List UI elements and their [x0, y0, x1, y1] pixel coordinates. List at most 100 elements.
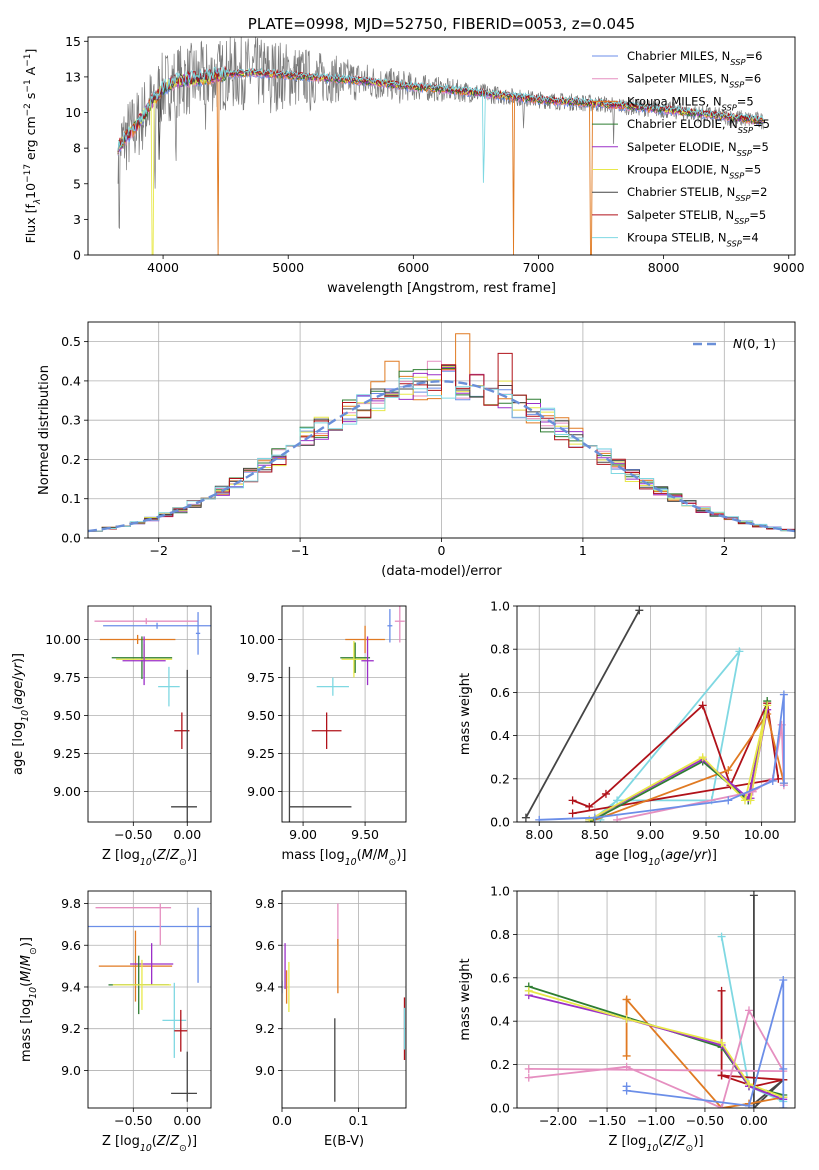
x-tick-label: 0.00 [173, 1113, 201, 1128]
axes-border [87, 605, 212, 823]
y-tick-label: 0.0 [490, 1101, 510, 1116]
y-tick-label: 5 [73, 176, 81, 191]
y-tick-label: 0.6 [490, 685, 510, 700]
y-tick-label: 8 [73, 141, 81, 156]
chart-title: PLATE=0998, MJD=52750, FIBERID=0053, z=0… [248, 15, 635, 33]
x-axis-label: Z [log10(Z/Z⊙)] [102, 848, 197, 868]
y-tick-label: 9.4 [61, 979, 81, 994]
weight-marker [622, 1062, 631, 1071]
weight-marker [524, 1073, 533, 1082]
x-tick-label: 9.50 [692, 827, 720, 842]
weight-line [525, 609, 641, 819]
x-tick-label: −1.50 [588, 1113, 626, 1128]
panel-weight-vs-age: 8.00 8.50 9.00 9.50 10.00 0.0 0.2 0.4 0.6 0.8 1.0 a… [458, 599, 796, 868]
legend-label: Salpeter STELIB, NSSP=5 [627, 208, 766, 226]
x-tick-label: −0.50 [114, 827, 152, 842]
y-tick-label: 0.1 [61, 491, 81, 506]
axes-border [281, 605, 407, 823]
x-tick-label: 9.50 [351, 827, 379, 842]
x-tick-label: −2 [149, 543, 167, 558]
weight-line [539, 694, 785, 821]
legend-label: Kroupa MILES, NSSP=5 [627, 94, 754, 112]
x-tick-label: 8.00 [525, 827, 553, 842]
x-tick-label: 10.00 [744, 827, 780, 842]
y-tick-label: 0.3 [61, 413, 81, 428]
panel-mass-vs-Z: −0.50 0.00 9.0 9.2 9.4 9.6 9.8 Z [log10(Z/Z⊙)] m… [19, 890, 212, 1154]
weight-marker [744, 1101, 753, 1108]
y-tick-label: 0.4 [490, 728, 510, 743]
x-tick-label: 0.0 [272, 1113, 292, 1128]
y-axis-label: age [log10(age/yr)] [11, 653, 31, 775]
weight-marker [601, 789, 610, 798]
plot-area [288, 606, 405, 822]
x-tick-label: −2.00 [539, 1113, 577, 1128]
weight-marker [535, 815, 544, 822]
weight-line [753, 895, 784, 1108]
y-tick-label: 9.8 [61, 896, 81, 911]
data-spectrum-line [117, 37, 764, 229]
weight-marker [524, 986, 533, 995]
x-tick-label: 0.00 [173, 827, 201, 842]
weight-marker [622, 995, 631, 1004]
x-tick-label: 8000 [648, 260, 680, 275]
axes-frame: −0.50 0.00 9.0 9.2 9.4 9.6 9.8 Z [log10(Z/Z⊙)] m… [19, 890, 212, 1154]
y-tick-label: 9.00 [53, 784, 81, 799]
x-axis-label: wavelength [Angstrom, rest frame] [327, 281, 556, 296]
x-axis-label: (data-model)/error [381, 564, 502, 579]
axes-frame: 0.0 0.1 9.0 9.2 9.4 9.6 9.8 E(B-V) [255, 890, 407, 1149]
x-tick-label: 2 [720, 543, 728, 558]
x-tick-label: 9.00 [289, 827, 317, 842]
plot-area [117, 37, 765, 255]
plot-area [282, 903, 406, 1102]
panel-age-vs-mass: 9.00 9.50 9.00 9.25 9.50 9.75 10.00 mass [log10… [239, 605, 407, 868]
x-tick-label: 9000 [773, 260, 805, 275]
y-tick-label: 15 [65, 34, 81, 49]
weight-marker [622, 1086, 631, 1095]
weight-line [572, 700, 780, 815]
weight-marker [746, 796, 755, 805]
plot-area [88, 333, 795, 533]
weight-marker [698, 701, 707, 710]
y-tick-label: 1.0 [490, 599, 510, 614]
y-tick-label: 0 [73, 248, 81, 263]
weight-line [588, 711, 785, 822]
y-tick-label: 9.00 [247, 784, 275, 799]
weight-line [528, 1008, 785, 1108]
y-tick-label: 3 [73, 212, 81, 227]
weight-marker [524, 1064, 533, 1073]
weight-marker [779, 975, 788, 984]
axes-frame: 8.00 8.50 9.00 9.50 10.00 0.0 0.2 0.4 0.6 0.8 1.0 a… [458, 599, 796, 868]
legend-label: N(0, 1) [733, 336, 776, 351]
weight-marker [735, 647, 744, 656]
weight-marker [622, 1051, 631, 1060]
panel-spectrum: 4000 5000 6000 7000 8000 9000 0 3 5 8 10 13 15 PLATE=… [23, 15, 805, 296]
panel-weight-vs-Z: −2.00 −1.50 −1.00 −0.50 0.00 0.0 0.2 0.4 0.6 0.8 1… [458, 884, 796, 1154]
weight-marker [568, 796, 577, 805]
plot-area [88, 903, 211, 1102]
weight-marker [749, 891, 758, 900]
y-tick-label: 0.4 [490, 1014, 510, 1029]
panel-age-vs-Z: −0.50 0.00 9.00 9.25 9.50 9.75 10.00 Z [log10(Z… [11, 605, 212, 868]
spectrum-legend: Chabrier MILES, NSSP=6 Salpeter MILES, NS… [592, 49, 770, 249]
y-tick-label: 9.25 [53, 746, 81, 761]
y-tick-label: 10.00 [45, 632, 81, 647]
x-axis-label: age [log10(age/yr)] [595, 848, 717, 868]
x-axis-label: mass [log10(M/M⊙)] [282, 848, 407, 868]
legend-label: Salpeter ELODIE, NSSP=5 [627, 140, 769, 158]
weight-marker [779, 779, 788, 788]
y-tick-label: 10.00 [239, 632, 275, 647]
y-tick-label: 1.0 [490, 884, 510, 899]
y-tick-label: 0.2 [61, 452, 81, 467]
x-tick-label: −0.50 [686, 1113, 724, 1128]
y-axis-label: Normed distribution [37, 365, 52, 495]
axes-border [516, 605, 796, 823]
axes-border [87, 890, 212, 1109]
y-tick-label: 0.0 [61, 531, 81, 546]
legend-label: Kroupa ELODIE, NSSP=5 [627, 163, 761, 181]
x-tick-label: 4000 [147, 260, 179, 275]
weight-marker [779, 1104, 788, 1108]
y-tick-label: 9.6 [61, 938, 81, 953]
y-tick-label: 0.2 [490, 1057, 510, 1072]
axes-frame: 4000 5000 6000 7000 8000 9000 0 3 5 8 10 13 15 PLATE=… [23, 15, 805, 296]
